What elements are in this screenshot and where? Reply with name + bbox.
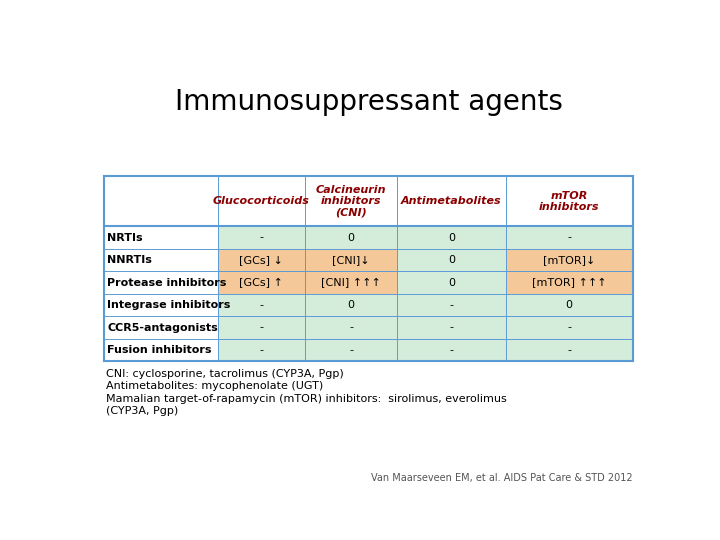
Text: Immunosuppressant agents: Immunosuppressant agents — [175, 88, 563, 116]
Text: [CNI]↓: [CNI]↓ — [332, 255, 370, 265]
Bar — [305, 226, 397, 249]
Bar — [505, 226, 632, 249]
Text: -: - — [259, 345, 264, 355]
Text: (CYP3A, Pgp): (CYP3A, Pgp) — [106, 406, 178, 416]
Text: [GCs] ↑: [GCs] ↑ — [239, 278, 283, 288]
Text: -: - — [259, 300, 264, 310]
Text: -: - — [449, 322, 454, 333]
Text: Integrase inhibitors: Integrase inhibitors — [107, 300, 230, 310]
Text: 0: 0 — [448, 255, 455, 265]
Bar — [305, 249, 397, 271]
Bar — [397, 339, 505, 361]
Bar — [217, 271, 305, 294]
Bar — [305, 294, 397, 316]
Bar — [104, 249, 217, 271]
Bar — [397, 316, 505, 339]
Bar — [505, 271, 632, 294]
Bar — [104, 316, 217, 339]
Bar — [305, 177, 397, 226]
Text: -: - — [449, 300, 454, 310]
Text: CCR5-antagonists: CCR5-antagonists — [107, 322, 218, 333]
Text: Antimetabolites: mycophenolate (UGT): Antimetabolites: mycophenolate (UGT) — [106, 381, 323, 391]
Bar — [397, 249, 505, 271]
Text: -: - — [567, 322, 571, 333]
Bar — [505, 339, 632, 361]
Text: Protease inhibitors: Protease inhibitors — [107, 278, 226, 288]
Bar — [104, 177, 217, 226]
Bar — [104, 226, 217, 249]
Bar — [104, 271, 217, 294]
Text: Mamalian target-of-rapamycin (mTOR) inhibitors:  sirolimus, everolimus: Mamalian target-of-rapamycin (mTOR) inhi… — [106, 394, 506, 403]
Text: [mTOR] ↑↑↑: [mTOR] ↑↑↑ — [532, 278, 606, 288]
Text: 0: 0 — [566, 300, 572, 310]
Bar — [505, 316, 632, 339]
Text: [CNI] ↑↑↑: [CNI] ↑↑↑ — [321, 278, 381, 288]
Bar — [505, 294, 632, 316]
Text: -: - — [567, 233, 571, 242]
Bar — [397, 177, 505, 226]
Bar — [397, 294, 505, 316]
Text: 0: 0 — [448, 278, 455, 288]
Text: -: - — [259, 233, 264, 242]
Text: -: - — [259, 322, 264, 333]
Bar — [397, 226, 505, 249]
Bar — [305, 339, 397, 361]
Bar — [217, 294, 305, 316]
Text: Fusion inhibitors: Fusion inhibitors — [107, 345, 212, 355]
Text: -: - — [567, 345, 571, 355]
Text: NRTIs: NRTIs — [107, 233, 143, 242]
Text: -: - — [449, 345, 454, 355]
Bar — [217, 339, 305, 361]
Text: Van Maarseveen EM, et al. AIDS Pat Care & STD 2012: Van Maarseveen EM, et al. AIDS Pat Care … — [371, 473, 632, 483]
Text: NNRTIs: NNRTIs — [107, 255, 152, 265]
Text: [mTOR]↓: [mTOR]↓ — [543, 255, 595, 265]
Text: Glucocorticoids: Glucocorticoids — [212, 197, 310, 206]
Bar — [305, 271, 397, 294]
Text: 0: 0 — [348, 300, 354, 310]
Bar — [217, 316, 305, 339]
Text: Antimetabolites: Antimetabolites — [401, 197, 502, 206]
Text: Calcineurin
inhibitors
(CNI): Calcineurin inhibitors (CNI) — [316, 185, 387, 218]
Bar — [397, 271, 505, 294]
Text: 0: 0 — [348, 233, 354, 242]
Text: 0: 0 — [448, 233, 455, 242]
Bar — [104, 339, 217, 361]
Bar — [305, 316, 397, 339]
Text: -: - — [349, 345, 353, 355]
Bar — [505, 177, 632, 226]
Bar — [217, 226, 305, 249]
Bar — [104, 294, 217, 316]
Text: [GCs] ↓: [GCs] ↓ — [239, 255, 283, 265]
Text: -: - — [349, 322, 353, 333]
Text: CNI: cyclosporine, tacrolimus (CYP3A, Pgp): CNI: cyclosporine, tacrolimus (CYP3A, Pg… — [106, 369, 343, 379]
Bar — [217, 249, 305, 271]
Bar — [217, 177, 305, 226]
Bar — [505, 249, 632, 271]
Text: mTOR
inhibitors: mTOR inhibitors — [539, 191, 599, 212]
